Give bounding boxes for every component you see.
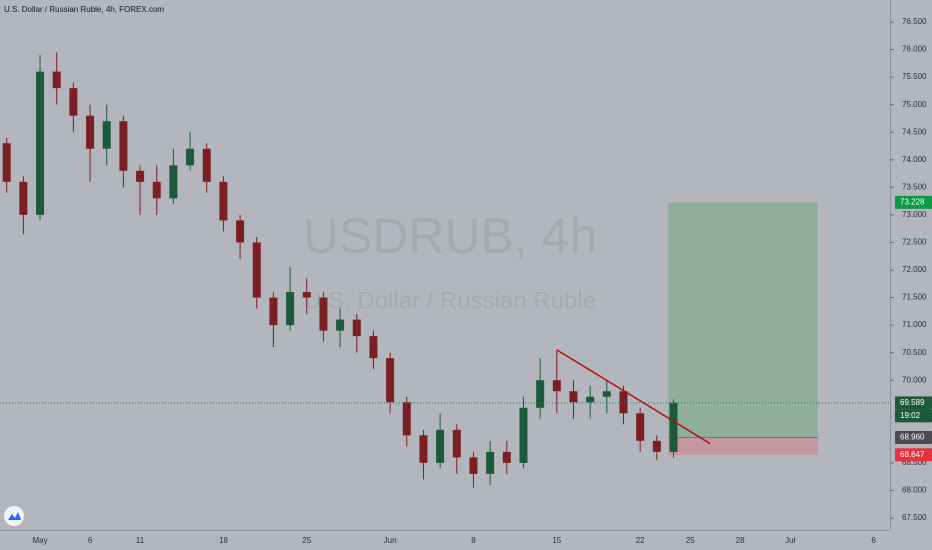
x-tick-label: May	[32, 536, 47, 545]
candle-body	[602, 391, 611, 397]
countdown-label-box	[895, 409, 932, 423]
candle-body	[136, 170, 145, 182]
candle-body	[436, 429, 445, 463]
candle-body	[536, 380, 545, 408]
candle-body	[286, 292, 295, 326]
x-tick-label: 22	[636, 536, 645, 545]
stop-label: 68.647	[900, 450, 925, 459]
candle-body	[202, 148, 211, 182]
target-label-box	[895, 195, 932, 209]
x-tick-label: 6	[88, 536, 93, 545]
plot-layer	[0, 52, 890, 488]
candle-body	[2, 143, 11, 182]
candle-body	[319, 297, 328, 331]
watermark: USDRUB, 4h	[303, 208, 598, 264]
y-tick-label: 74.000	[902, 155, 927, 164]
candle-body	[269, 297, 278, 326]
candle-body	[336, 319, 345, 331]
background-layer: USDRUB, 4h U.S. Dollar / Russian Ruble	[303, 202, 818, 455]
stop-label-box	[895, 448, 932, 462]
x-tick-label: 18	[219, 536, 228, 545]
y-tick-label: 73.000	[902, 210, 927, 219]
y-tick-label: 70.000	[902, 375, 927, 384]
y-tick-label: 76.500	[902, 17, 927, 26]
candle-body	[419, 435, 428, 463]
candle-body	[169, 165, 178, 199]
candle-body	[102, 121, 111, 149]
last-price-label: 69.589	[900, 398, 925, 407]
candle-body	[352, 319, 361, 337]
stop-zone	[668, 437, 818, 455]
entry-label-box	[895, 431, 932, 445]
y-tick-label: 70.500	[902, 348, 927, 357]
y-tick-label: 73.500	[902, 182, 927, 191]
y-tick-label: 75.500	[902, 72, 927, 81]
countdown-label: 19:02	[900, 411, 921, 420]
x-tick-label: 25	[686, 536, 695, 545]
axis-layer: 67.500 68.000 68.500 70.000 70.500 71.000 71.5…	[32, 17, 932, 545]
candle-body	[502, 451, 511, 463]
last-price-label-box	[895, 396, 932, 410]
candle-body	[669, 402, 678, 452]
candle-body	[386, 358, 395, 403]
trendline	[556, 349, 711, 445]
candle-body	[119, 121, 128, 171]
x-tick-label: 28	[736, 536, 745, 545]
candle-body	[36, 71, 45, 215]
candle-body	[586, 396, 595, 403]
entry-label: 68.960	[900, 433, 925, 442]
x-tick-label: 11	[136, 536, 145, 545]
y-tick-label: 72.000	[902, 265, 927, 274]
candle-body	[369, 336, 378, 359]
candle-body	[236, 220, 245, 243]
x-tick-label: 8	[471, 536, 476, 545]
x-tick-label: 15	[552, 536, 561, 545]
y-tick-label: 74.500	[902, 127, 927, 136]
target-label: 73.228	[900, 197, 925, 206]
candle-body	[52, 71, 61, 89]
x-tick-label: 6	[871, 536, 876, 545]
candle-body	[69, 88, 78, 116]
tv-logo[interactable]	[4, 506, 24, 526]
y-tick-label: 71.000	[902, 320, 927, 329]
candle-body	[402, 402, 411, 436]
x-tick-label: Jun	[384, 536, 397, 545]
candle-body	[252, 242, 261, 298]
candle-body	[452, 429, 461, 458]
candle-body	[652, 440, 661, 452]
candle-body	[636, 413, 645, 441]
y-tick-label: 75.000	[902, 100, 927, 109]
candle-body	[569, 391, 578, 403]
x-tick-label: 25	[302, 536, 311, 545]
candle-body	[519, 407, 528, 463]
y-tick-label: 72.500	[902, 238, 927, 247]
candle-body	[552, 380, 561, 392]
candle-body	[486, 451, 495, 474]
candle-body	[19, 181, 28, 215]
candle-body	[302, 292, 311, 298]
candle-body	[219, 181, 228, 221]
y-tick-label: 71.500	[902, 293, 927, 302]
y-tick-label: 67.500	[902, 513, 927, 522]
y-tick-label: 76.000	[902, 45, 927, 54]
candle-body	[186, 148, 195, 166]
watermark-subtitle: U.S. Dollar / Russian Ruble	[304, 287, 596, 314]
candle-body	[469, 457, 478, 474]
candle-body	[86, 115, 95, 149]
candle-body	[619, 391, 628, 414]
chart-title: U.S. Dollar / Russian Ruble, 4h, FOREX.c…	[4, 5, 164, 14]
y-tick-label: 68.500	[902, 458, 927, 467]
target-zone	[668, 202, 818, 438]
y-tick-label: 68.000	[902, 486, 927, 495]
candle-body	[152, 181, 161, 199]
x-tick-label: Jul	[785, 536, 795, 545]
